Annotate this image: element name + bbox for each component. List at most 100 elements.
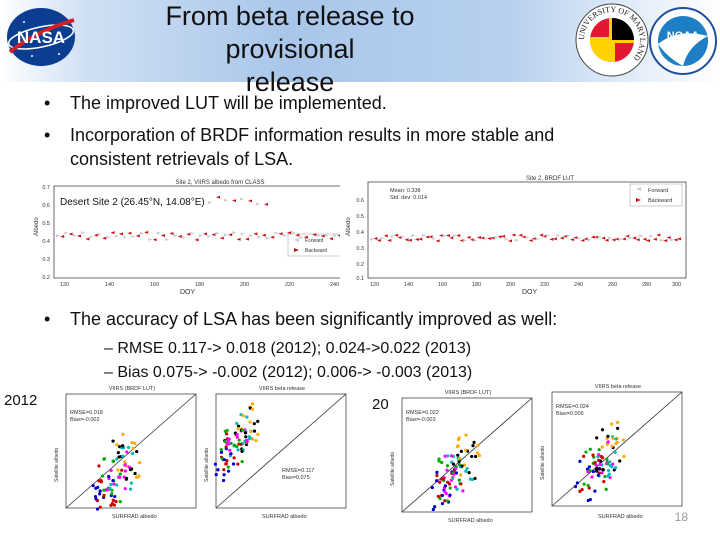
series-point (249, 234, 254, 238)
scatter-point (603, 474, 607, 479)
scatter-point (125, 450, 129, 454)
sub-bullet-bias: – Bias 0.075-> -0.002 (2012); 0.006-> -0… (104, 364, 473, 381)
series-point (466, 235, 471, 239)
scatter-ylabel: Satellite albedo (204, 448, 210, 482)
series-point (278, 232, 283, 236)
series-point (72, 234, 77, 238)
scatter-point (456, 453, 460, 457)
scatter-point (587, 486, 591, 490)
series-point (215, 231, 220, 235)
plot-stat-mean: Mean: 0.338 (390, 188, 421, 194)
bullet-2-cont: consistent retrievals of LSA. (70, 148, 293, 170)
series-point (135, 234, 140, 238)
scatter-point (236, 448, 240, 452)
scatter-point (236, 426, 240, 431)
series-point (216, 195, 220, 199)
series-point (501, 234, 506, 238)
scatter-point (226, 439, 231, 443)
y-tick: 0.3 (42, 257, 50, 263)
bullet-3: • The accuracy of LSA has been significa… (44, 308, 557, 330)
scatter-point (610, 444, 614, 448)
series-point (397, 235, 402, 239)
scatter-point (615, 440, 619, 444)
scatter-point (595, 436, 599, 440)
series-point (380, 236, 385, 240)
x-axis-label: DOY (522, 289, 538, 296)
scatter-point (443, 490, 447, 494)
noaa-logo-text: NOAA (667, 30, 699, 42)
scatter-point (580, 488, 584, 492)
scatter-point (608, 463, 612, 468)
series-point (604, 238, 609, 242)
scatter-point (587, 465, 592, 469)
scatter-point (239, 442, 243, 446)
series-point (490, 236, 495, 240)
scatter-point (476, 451, 480, 455)
series-point (407, 238, 412, 242)
scatter-point (123, 487, 127, 491)
series-point (207, 234, 212, 238)
series-point (295, 233, 300, 237)
scatter-point (225, 432, 229, 436)
scatter-point (454, 467, 458, 471)
scatter-point (121, 432, 125, 436)
series-point (618, 237, 623, 241)
plot-stat-stddev: Std. dev: 0.014 (390, 195, 427, 201)
scatter-point (596, 473, 600, 477)
year-2012-label: 2012 (4, 392, 38, 409)
scatter-point (102, 457, 107, 461)
scatter-point (243, 431, 248, 435)
scatter-point (431, 507, 435, 512)
bullet-2: • Incorporation of BRDF information resu… (44, 124, 554, 146)
scatter-point (621, 438, 625, 442)
scatter-point (451, 476, 455, 480)
scatter-point (591, 453, 595, 457)
series-point (190, 231, 195, 235)
scatter-point (241, 414, 245, 418)
scatter-point (115, 457, 119, 461)
series-point (535, 237, 540, 241)
scatter-point (455, 445, 460, 449)
scatter-point (223, 439, 227, 444)
x-tick: 160 (150, 282, 159, 288)
series-point (98, 232, 102, 236)
x-tick: 300 (672, 282, 681, 288)
scatter-point (606, 461, 610, 466)
plot-points (370, 233, 682, 243)
series-point (659, 238, 664, 242)
series-point (274, 231, 279, 235)
series-point (414, 237, 419, 241)
scatter-point (457, 478, 461, 482)
scatter-point (121, 444, 125, 448)
series-point (303, 235, 308, 239)
y-tick: 0.7 (42, 185, 50, 191)
x-tick: 140 (105, 282, 114, 288)
scatter-point (124, 476, 129, 480)
scatter-point (254, 439, 258, 443)
series-point (521, 235, 526, 239)
series-point (156, 231, 161, 235)
scatter-point (586, 498, 590, 503)
scatter-point (445, 464, 450, 468)
scatter-point (123, 463, 127, 467)
series-point (236, 237, 241, 241)
scatter-point (249, 430, 253, 434)
series-point (511, 233, 516, 237)
scatter-point (130, 467, 134, 471)
series-point (266, 236, 270, 240)
scatter-point (138, 460, 142, 465)
sub-bullet-bias-text: Bias 0.075-> -0.002 (2012); 0.006-> -0.0… (117, 364, 473, 381)
nasa-logo: NASA (7, 8, 75, 66)
scatter-point (221, 478, 226, 483)
scatter-point (97, 464, 101, 468)
scatter-point (107, 474, 111, 479)
slide-title-line2: release (245, 67, 335, 97)
scatter-point (98, 489, 102, 493)
y-tick: 0.4 (356, 230, 364, 236)
scatter-point (459, 473, 463, 477)
series-point (194, 238, 199, 242)
legend-box (629, 183, 683, 207)
scatter-point (595, 469, 599, 473)
scatter-rmse: RMSE=0.117 (282, 468, 314, 474)
series-point (140, 231, 144, 235)
